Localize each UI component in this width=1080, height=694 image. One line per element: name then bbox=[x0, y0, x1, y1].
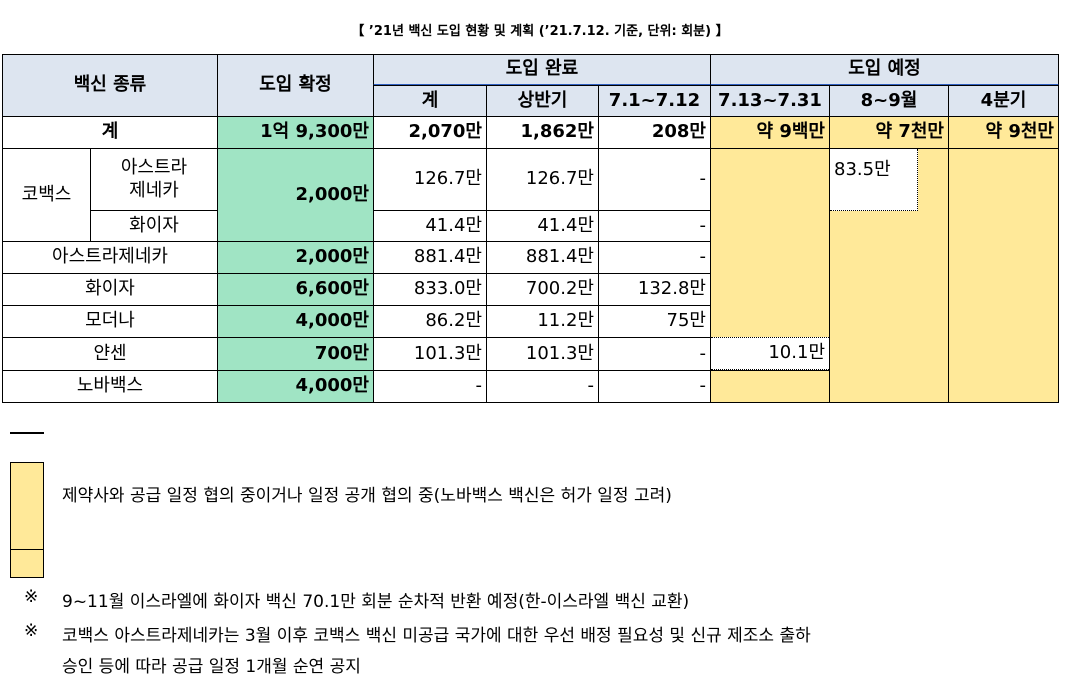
legend-text: 제약사와 공급 일정 협의 중이거나 일정 공개 협의 중(노바백스 백신은 허… bbox=[62, 486, 672, 506]
table-cell: 화이자 bbox=[90, 210, 218, 242]
table-cell: 약 9천만 bbox=[948, 116, 1059, 149]
title: 【 ’21년 백신 도입 현황 및 계획 (’21.7.12. 기준, 단위: … bbox=[351, 24, 729, 39]
header-cell: 도입 예정 bbox=[710, 54, 1059, 86]
table-cell: 얀센 bbox=[2, 337, 218, 371]
table-cell: 약 9백만 bbox=[710, 116, 830, 149]
header-cell: 4분기 bbox=[948, 85, 1059, 117]
note-text: 코백스 아스트라제네카는 3월 이후 코백스 백신 미공급 국가에 대한 우선 … bbox=[62, 626, 811, 646]
note-mark: ※ bbox=[24, 621, 39, 641]
note-text: 9~11월 이스라엘에 화이자 백신 70.1만 회분 순차적 반환 예정(한-… bbox=[62, 592, 690, 612]
header-cell: 7.1~7.12 bbox=[598, 85, 711, 117]
table-cell: - bbox=[598, 148, 711, 211]
header-cell: 백신 종류 bbox=[2, 54, 218, 117]
table-cell: 2,070만 bbox=[373, 116, 487, 149]
table-cell: 126.7만 bbox=[373, 148, 487, 211]
table-cell: 700만 bbox=[217, 337, 374, 371]
table-cell: 86.2만 bbox=[373, 305, 487, 338]
table-cell: 83.5만 bbox=[830, 149, 918, 211]
table-cell: 833.0만 bbox=[373, 273, 487, 306]
planned-area bbox=[948, 148, 1059, 403]
legend-swatch bbox=[10, 462, 44, 551]
table-cell: - bbox=[598, 241, 711, 274]
header-cell: 도입 완료 bbox=[373, 54, 711, 86]
table-cell: 1,862만 bbox=[486, 116, 599, 149]
table-cell: 126.7만 bbox=[486, 148, 599, 211]
note-mark: ※ bbox=[24, 587, 39, 607]
table-cell: 화이자 bbox=[2, 273, 218, 306]
table-cell: - bbox=[373, 370, 487, 403]
note-text: 승인 등에 따라 공급 일정 1개월 순연 공지 bbox=[62, 657, 361, 677]
table-cell: 11.2만 bbox=[486, 305, 599, 338]
table-cell: 41.4만 bbox=[373, 210, 487, 242]
table-cell: 101.3만 bbox=[486, 337, 599, 371]
table-cell: 132.8만 bbox=[598, 273, 711, 306]
legend-dash bbox=[10, 432, 44, 434]
table-cell: 모더나 bbox=[2, 305, 218, 338]
table-cell: 노바백스 bbox=[2, 370, 218, 403]
header-cell: 도입 확정 bbox=[217, 54, 374, 117]
table-cell: 881.4만 bbox=[373, 241, 487, 274]
table-cell: 코백스 bbox=[2, 148, 91, 242]
table-cell: 41.4만 bbox=[486, 210, 599, 242]
planned-area bbox=[710, 148, 830, 338]
header-cell: 상반기 bbox=[486, 85, 599, 117]
table-cell: 4,000만 bbox=[217, 305, 374, 338]
table-cell: 약 7천만 bbox=[829, 116, 949, 149]
table-cell: 6,600만 bbox=[217, 273, 374, 306]
legend-swatch bbox=[10, 549, 44, 578]
planned-area bbox=[710, 370, 830, 403]
table-cell: 10.1만 bbox=[711, 337, 829, 370]
table-cell: - bbox=[598, 210, 711, 242]
cell-line: 제네카 bbox=[129, 179, 179, 201]
table-cell: - bbox=[598, 337, 711, 371]
table-cell: 1억 9,300만 bbox=[217, 116, 374, 149]
table-cell: 700.2만 bbox=[486, 273, 599, 306]
table-cell: 아스트라제네카 bbox=[2, 241, 218, 274]
table-cell: 4,000만 bbox=[217, 370, 374, 403]
header-cell: 계 bbox=[373, 85, 487, 117]
table-cell: 881.4만 bbox=[486, 241, 599, 274]
table-cell: 208만 bbox=[598, 116, 711, 149]
table-cell: 2,000만 bbox=[217, 148, 374, 242]
table-cell: - bbox=[486, 370, 599, 403]
table-cell: 101.3만 bbox=[373, 337, 487, 371]
header-cell: 8~9월 bbox=[829, 85, 949, 117]
header-cell: 7.13~7.31 bbox=[710, 85, 830, 117]
cell-line: 아스트라 bbox=[120, 157, 188, 178]
table-cell: 2,000만 bbox=[217, 241, 374, 274]
table-cell: - bbox=[598, 370, 711, 403]
table-cell: 75만 bbox=[598, 305, 711, 338]
table-cell: 계 bbox=[2, 116, 218, 149]
